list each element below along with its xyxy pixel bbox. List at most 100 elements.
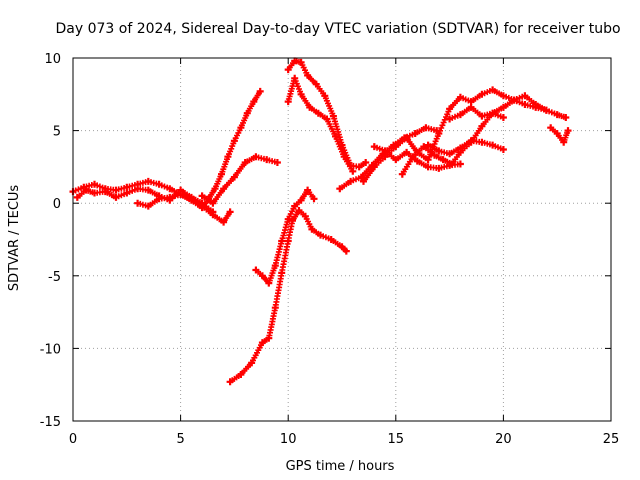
data-point [144,186,152,194]
data-point [489,86,497,94]
data-point [329,112,337,120]
data-point [542,106,550,114]
data-point [409,153,417,161]
series-markers [360,86,569,185]
data-point [144,202,152,210]
data-point [349,167,357,175]
data-point [489,141,497,149]
data-point [123,189,131,197]
data-point [478,138,486,146]
data-point [134,199,142,207]
data-point [271,304,279,312]
chart-title: Day 073 of 2024, Sidereal Day-to-day VTE… [55,21,620,37]
data-point [314,109,322,117]
series-arc-13 [424,137,507,158]
series-layer [69,57,572,386]
data-point [243,109,251,117]
data-point [347,177,355,185]
x-tick-label: 25 [603,432,620,447]
data-point [392,143,400,151]
data-point [456,93,464,101]
data-point [439,156,447,164]
data-point [562,114,570,121]
data-point [211,185,219,193]
data-point [489,109,497,117]
data-point [177,191,185,198]
y-tick-label: -15 [40,415,61,430]
data-point [446,105,454,113]
data-point [278,237,286,245]
data-point [521,101,529,108]
data-point [467,103,475,111]
x-tick-label: 5 [176,432,184,447]
data-point [258,339,266,347]
data-point [456,144,464,152]
data-point [284,215,292,223]
data-point [218,170,225,178]
data-point [73,193,81,201]
data-point [446,115,454,123]
x-tick-label: 15 [388,432,405,447]
data-point [230,137,238,145]
data-point [403,148,411,156]
data-point [499,92,507,100]
series-arc-5 [226,207,350,386]
data-point [265,279,273,287]
data-point [297,196,305,204]
data-point [166,193,174,201]
data-point [248,359,256,367]
data-point [101,188,109,196]
data-point [321,92,329,100]
series-arc-14 [446,103,507,123]
data-point [456,160,464,168]
data-point [308,225,316,233]
data-point [291,74,299,82]
series-arc-1 [69,177,234,226]
data-point [456,111,464,119]
series-arc-8 [284,74,357,175]
data-point [310,195,318,203]
data-point [198,204,206,212]
data-point [297,58,305,66]
data-point [547,124,555,132]
data-point [226,378,234,386]
data-point [209,208,217,216]
data-point [435,130,443,137]
data-point [478,122,486,130]
x-axis-label: GPS time / hours [286,459,395,474]
data-point [499,146,507,153]
series-markers [285,57,369,170]
y-tick-label: 5 [53,125,61,140]
data-point [317,231,324,239]
data-point [392,156,400,164]
series-arc-6 [252,186,318,287]
y-axis-label: SDTVAR / TECUs [7,185,22,292]
data-point [420,143,428,151]
data-point [304,71,312,79]
data-point [521,92,529,100]
data-point [166,185,174,193]
x-tick-label: 10 [280,432,297,447]
data-point [224,153,232,161]
data-point [301,212,309,220]
data-point [560,138,568,146]
data-point [532,101,540,108]
data-point [564,127,572,135]
series-markers [252,187,317,287]
data-point [360,177,367,185]
data-point [289,217,296,225]
data-point [144,177,152,185]
data-point [226,208,234,216]
data-point [370,163,378,171]
data-point [342,247,350,255]
data-point [340,153,348,161]
data-point [435,164,443,172]
data-point [291,57,299,65]
series-arc-7 [284,57,370,171]
data-point [467,137,475,145]
y-tick-label: -5 [48,270,61,285]
data-point [478,112,486,120]
data-point [198,192,206,200]
data-point [336,185,344,193]
